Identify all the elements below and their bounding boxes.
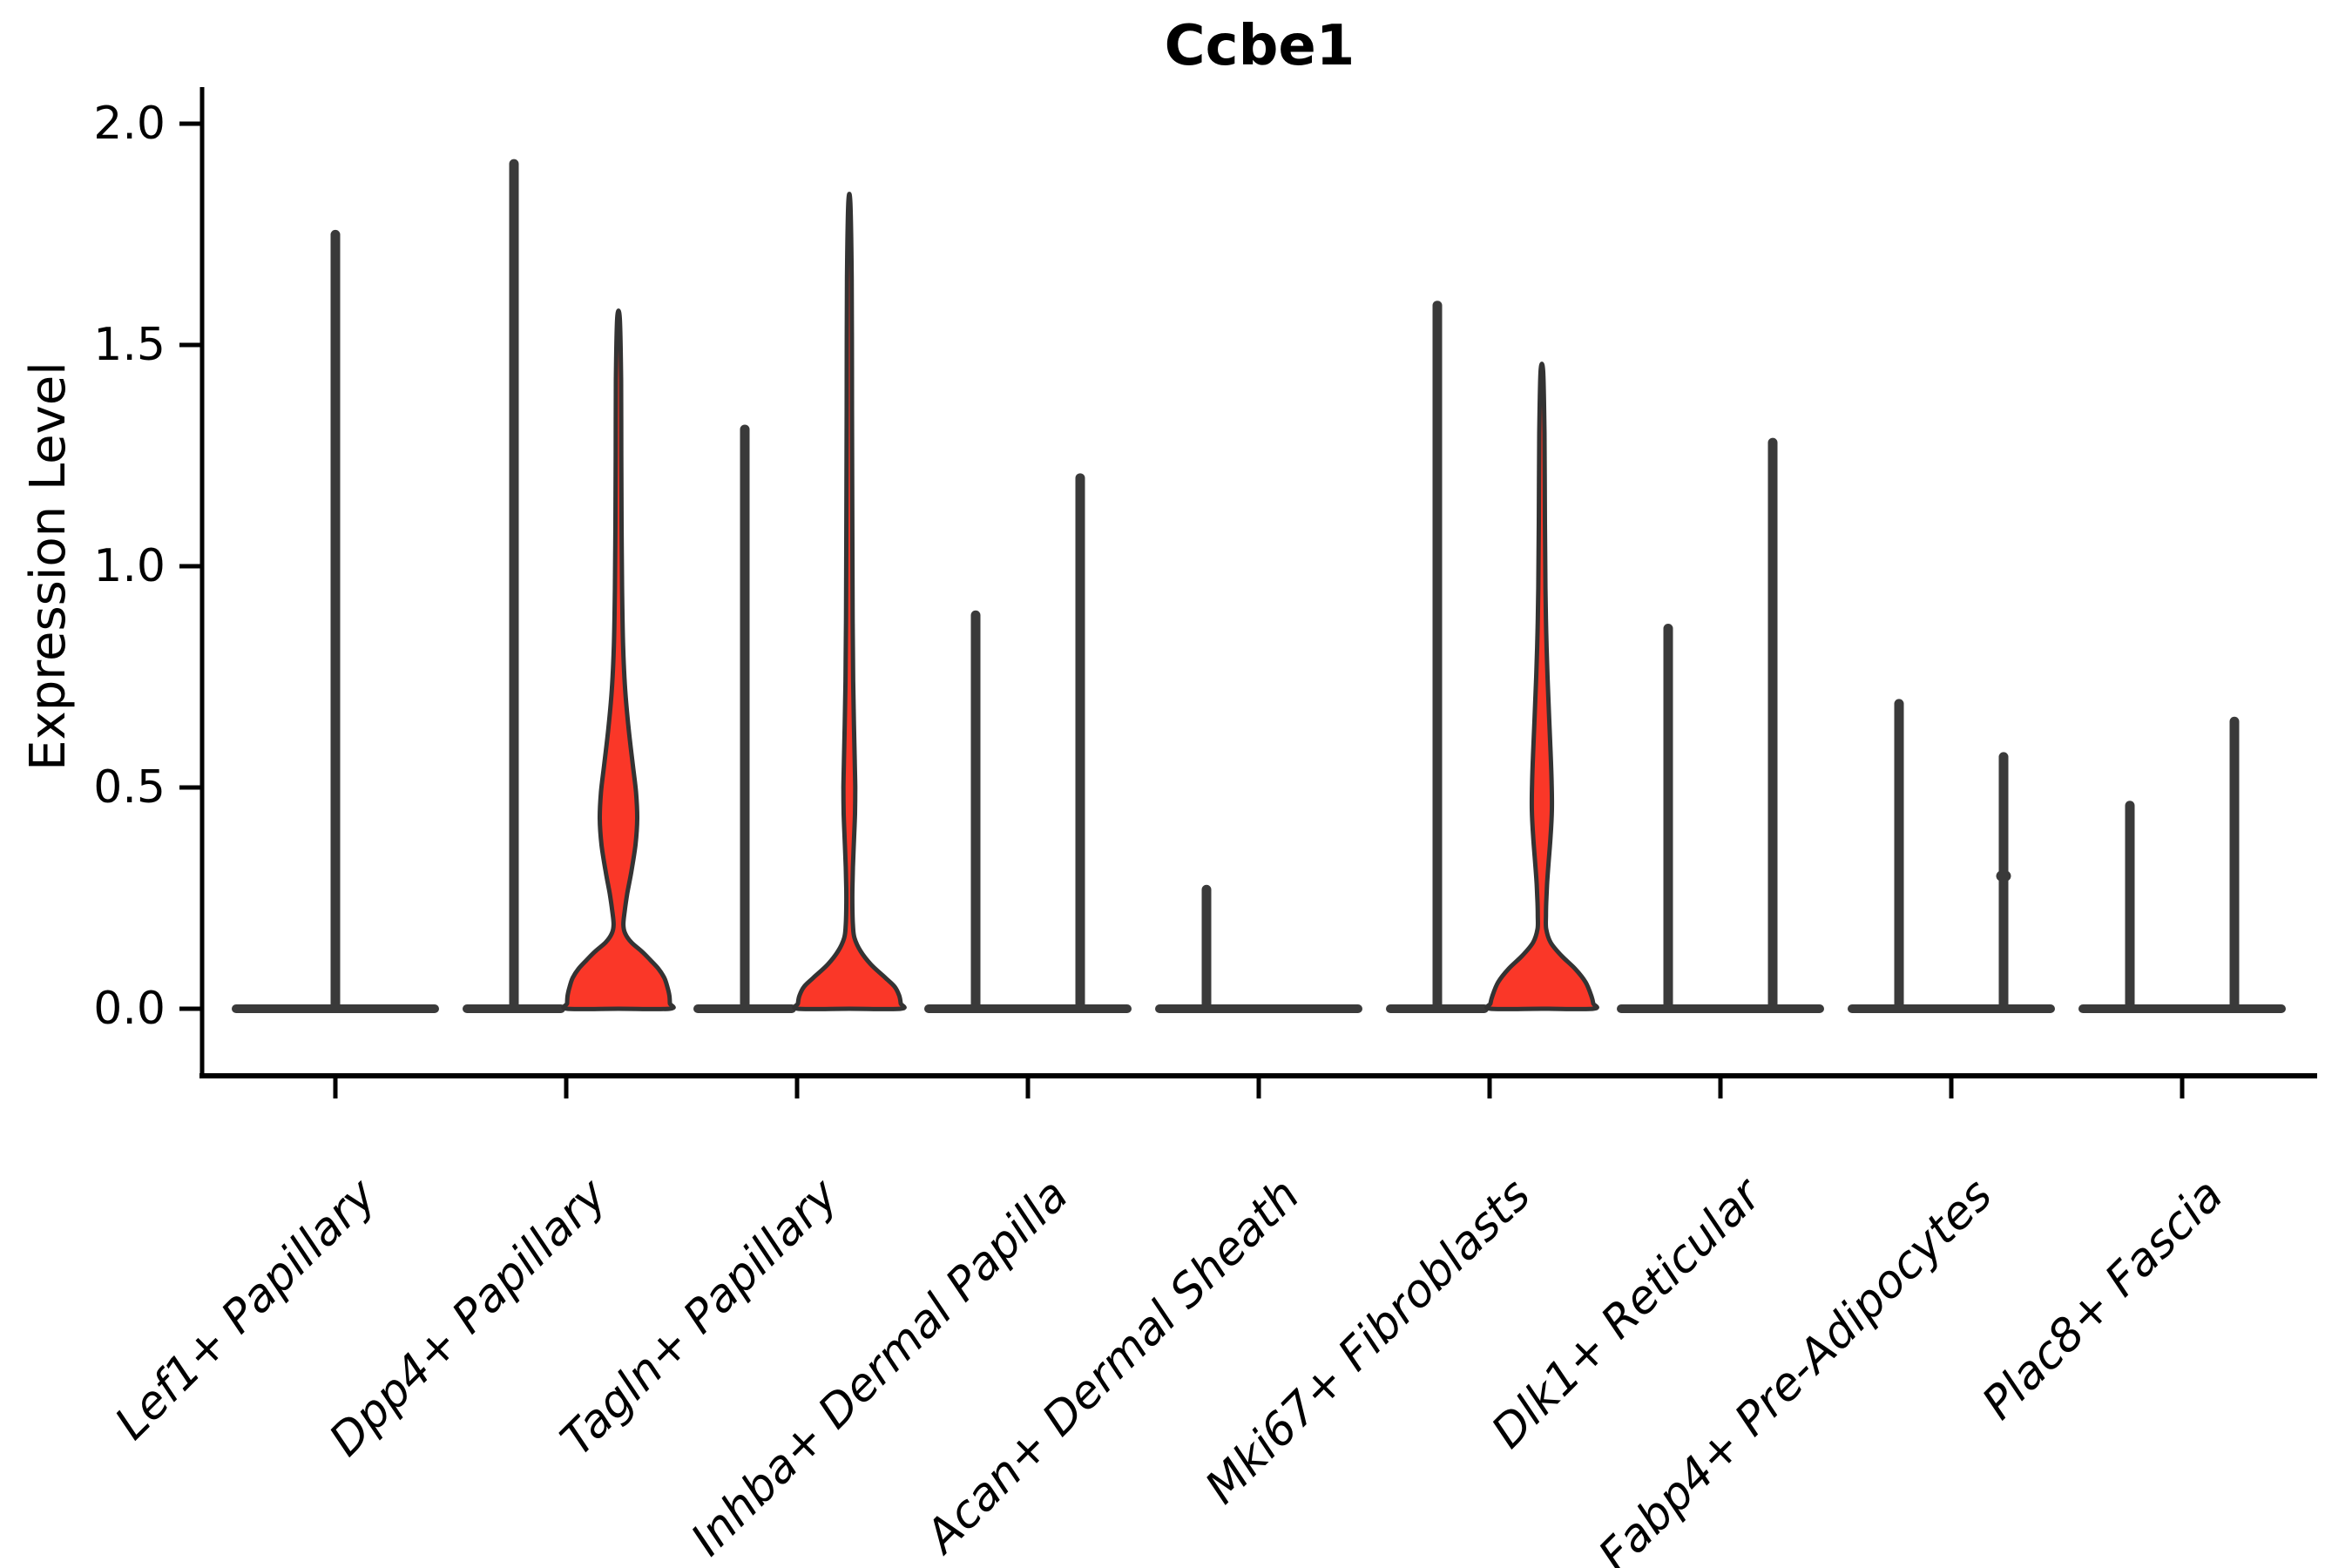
chart-title: Ccbe1 (1164, 14, 1355, 78)
y-tick-label: 1.0 (93, 540, 166, 592)
violin-body (561, 308, 676, 1011)
violin-spike (1767, 437, 1778, 1012)
y-tick-label: 1.5 (93, 319, 166, 371)
violin-spike (740, 424, 750, 1012)
baseline-bar (2078, 1004, 2286, 1013)
violin-body (792, 192, 907, 1011)
violin-spike (1663, 624, 1673, 1012)
violin-spike (330, 229, 341, 1012)
baseline-bar (1617, 1004, 1824, 1013)
violin-spike (2125, 801, 2135, 1012)
violin-spike (1075, 473, 1085, 1012)
violin-spike (970, 610, 981, 1012)
violin-spike (1998, 752, 2009, 1012)
baseline-bar (1155, 1004, 1362, 1013)
y-tick-label: 2.0 (93, 98, 166, 150)
violin-spike (1201, 884, 1212, 1012)
violin-spike (1894, 699, 1904, 1012)
violin-spike-bump (1996, 869, 2011, 882)
baseline-bar (924, 1004, 1132, 1013)
violin-spike (509, 159, 519, 1012)
violin-spike (1432, 301, 1443, 1012)
y-tick-label: 0.5 (93, 761, 166, 814)
baseline-bar (1848, 1004, 2055, 1013)
y-tick-label: 0.0 (93, 983, 166, 1035)
violin-spike (2229, 716, 2240, 1012)
violin-body (1484, 362, 1599, 1011)
